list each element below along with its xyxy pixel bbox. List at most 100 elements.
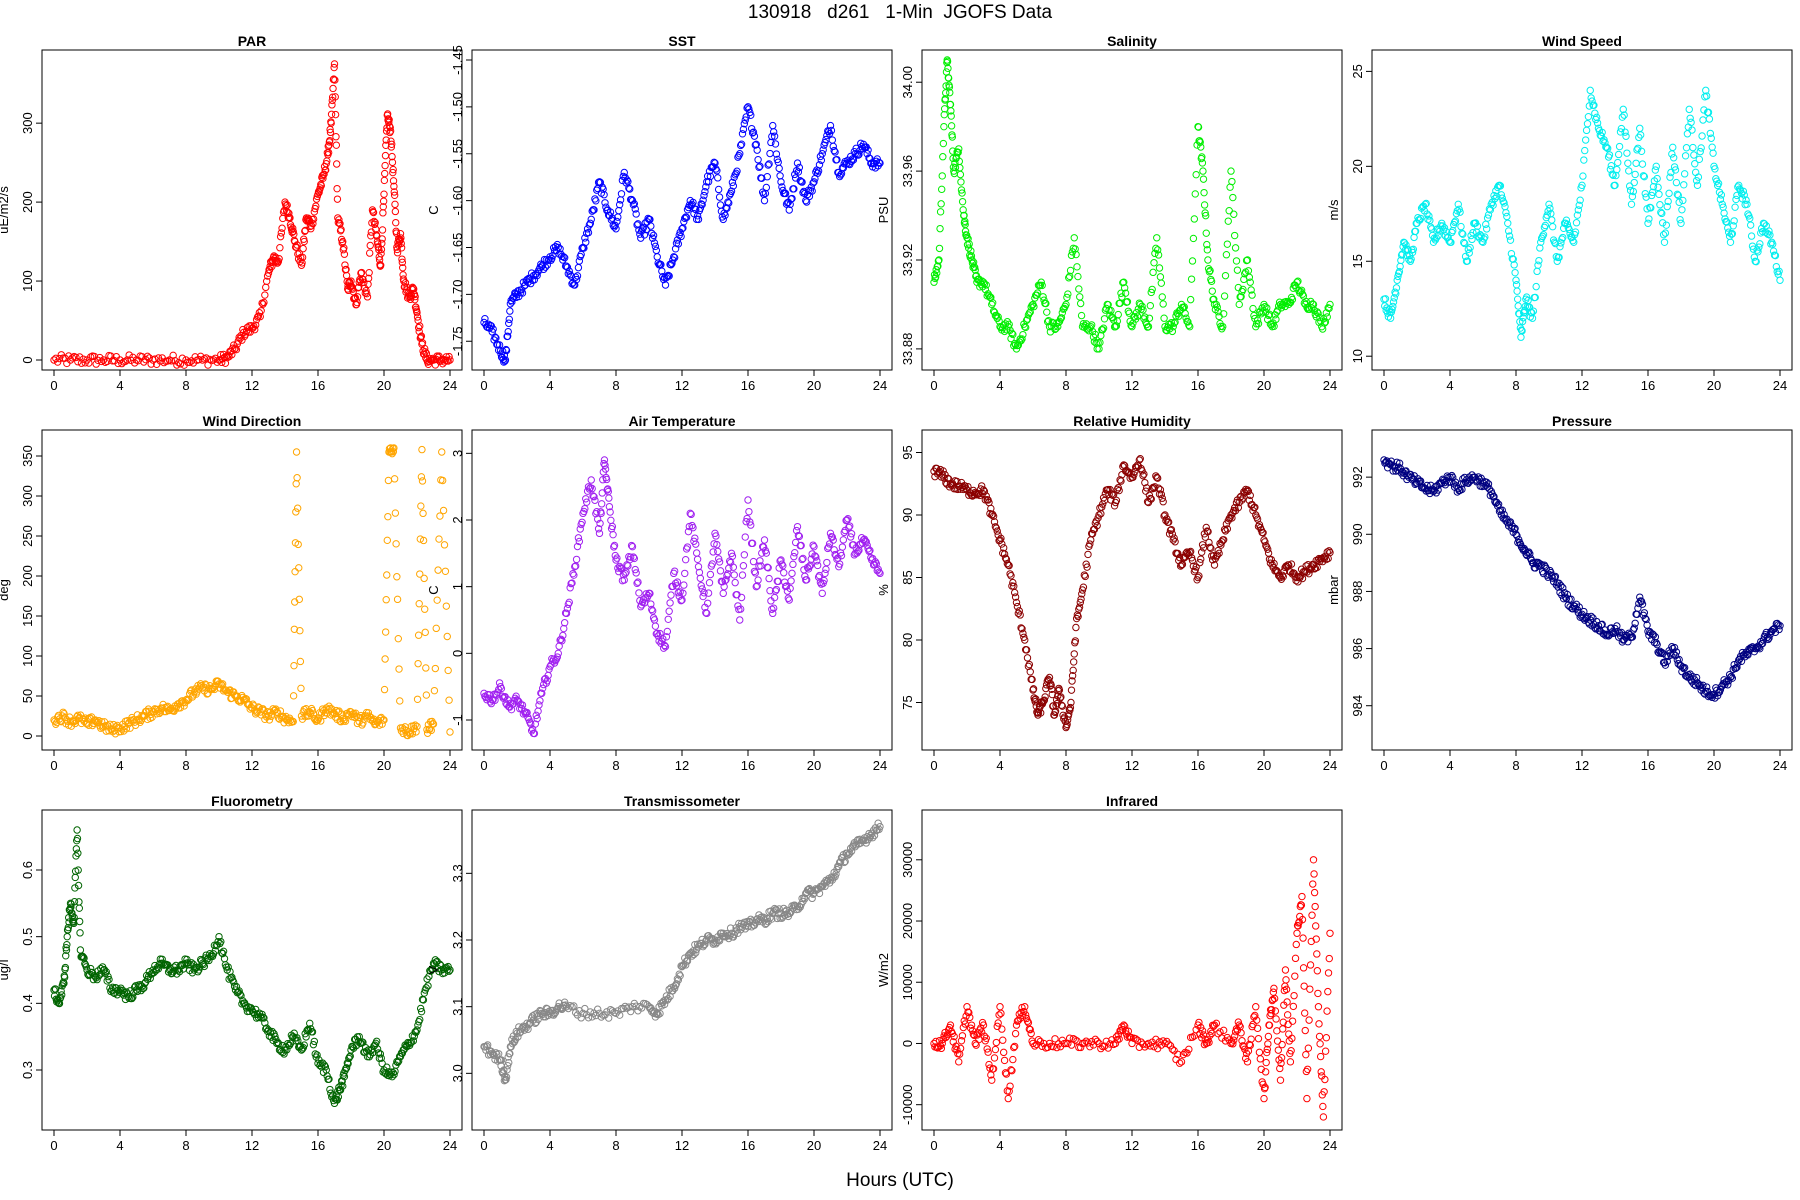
data-point [1482,220,1490,229]
data-point [649,231,658,240]
data-point [560,253,568,261]
data-point [320,170,328,178]
data-point [1254,319,1263,328]
data-point [1090,338,1099,346]
x-tick-label: 24 [1323,378,1337,393]
data-point [798,178,806,186]
data-point [1073,263,1081,271]
data-point [733,167,741,175]
data-point [377,261,385,269]
data-point [389,177,398,185]
data-point [996,1003,1004,1011]
x-tick-label: 8 [1062,758,1069,773]
data-point [1536,244,1544,252]
data-point [1021,323,1030,332]
data-point [1079,319,1088,328]
data-point [706,570,715,579]
data-point [1394,272,1402,281]
y-tick-label: 95 [900,445,915,459]
data-point [644,214,652,223]
data-point [1661,229,1670,237]
data-point [1072,623,1080,632]
data-point [1067,686,1076,694]
data-point [1582,126,1591,135]
data-point [667,261,675,269]
data-point [1580,156,1588,164]
y-tick-label: -1.70 [450,280,465,310]
data-point [1647,191,1656,200]
data-point [1118,293,1126,301]
data-point [632,210,640,218]
x-tick-label: 8 [182,378,189,393]
data-point [653,253,661,261]
data-point [1647,204,1655,212]
data-point [275,255,283,263]
data-point [997,1009,1005,1018]
data-point [1615,142,1624,151]
data-point [682,213,691,222]
data-point [1652,162,1660,171]
data-point [1693,181,1702,190]
data-point [703,172,712,180]
data-point [383,571,391,579]
data-point [821,138,829,147]
data-points [480,103,884,366]
data-point [768,132,776,141]
data-point [813,561,822,570]
data-point [1016,611,1024,619]
data-point [289,227,297,236]
y-tick-label: -1.65 [450,233,465,263]
data-point [1579,172,1587,180]
data-point [1558,235,1566,243]
data-point [1603,144,1612,153]
data-point [1518,327,1526,335]
data-point [396,697,404,705]
data-point [384,115,393,123]
data-points [1380,456,1784,702]
data-point [1074,272,1082,281]
data-point [617,190,626,198]
data-point [959,206,967,214]
data-point [1416,214,1425,223]
data-point [312,202,320,210]
data-point [766,149,774,158]
data-point [55,354,64,363]
data-point [629,201,638,209]
data-point [1675,198,1683,206]
data-point [994,313,1002,321]
data-point [296,257,304,266]
data-point [366,241,374,250]
data-point [251,325,259,334]
data-point [422,691,431,699]
data-points [480,456,884,738]
data-point [398,255,406,263]
data-point [1658,219,1667,227]
x-tick-label: 16 [1641,758,1655,773]
data-point [297,684,305,693]
data-point [584,228,593,237]
chart-title: Relative Humidity [1073,413,1191,429]
data-point [1664,197,1672,206]
data-point [363,289,371,298]
data-point [578,518,586,526]
data-point [107,352,115,360]
data-point [1578,181,1586,190]
y-tick-label: 0.5 [20,928,35,946]
data-point [1459,230,1467,238]
data-point [1076,293,1084,301]
data-point [714,547,722,556]
data-point [1186,295,1195,304]
data-point [958,197,967,206]
y-tick-label: 34.00 [900,66,915,99]
data-point [1253,316,1262,324]
data-point [1247,286,1255,294]
y-tick-label: 85 [900,570,915,584]
data-point [714,185,723,194]
data-point [1702,86,1710,95]
data-point [421,605,429,613]
data-point [947,122,956,130]
data-point [1593,119,1602,127]
data-points [930,56,1334,353]
data-point [1075,285,1083,293]
data-point [956,170,965,179]
